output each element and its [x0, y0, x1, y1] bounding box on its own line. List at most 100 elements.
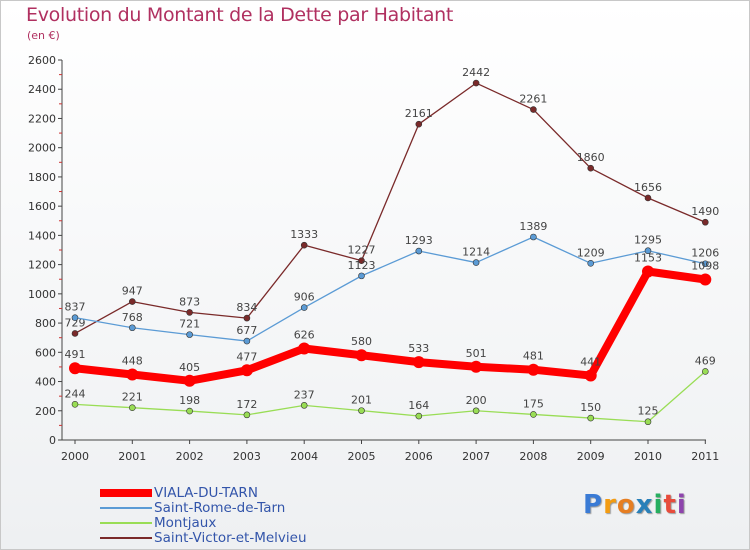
- data-label: 125: [638, 405, 659, 418]
- legend-item: Montjaux: [100, 515, 430, 531]
- y-tick-label: 600: [35, 346, 56, 359]
- data-label: 873: [179, 295, 200, 308]
- data-point: [587, 414, 595, 422]
- data-label: 834: [236, 301, 257, 314]
- logo-letter: P: [583, 490, 604, 520]
- y-tick-label: 400: [35, 376, 56, 389]
- data-label: 221: [122, 391, 143, 404]
- logo-letter: i: [653, 490, 664, 520]
- x-tick-label: 2010: [634, 450, 662, 463]
- data-point: [701, 260, 709, 268]
- logo-letter: r: [603, 490, 617, 520]
- data-point: [300, 402, 308, 409]
- y-tick-label: 1200: [28, 259, 56, 272]
- y-tick-label: 2600: [28, 54, 56, 67]
- data-label: 1098: [691, 260, 719, 273]
- y-tick-label: 1000: [28, 288, 56, 301]
- data-point: [71, 401, 79, 408]
- data-label: 721: [179, 318, 200, 331]
- data-label: 1206: [691, 247, 719, 260]
- data-point: [186, 407, 193, 415]
- data-label: 2261: [519, 93, 547, 106]
- data-label: 244: [65, 387, 86, 400]
- data-point: [415, 412, 423, 420]
- data-label: 501: [466, 347, 487, 360]
- data-point: [71, 330, 79, 337]
- data-point: [183, 374, 196, 387]
- legend-swatch: [100, 507, 152, 509]
- data-point: [644, 194, 652, 202]
- legend-item: Saint-Victor-et-Melvieu: [100, 530, 430, 546]
- data-label: 2442: [462, 66, 490, 79]
- data-point: [587, 259, 595, 267]
- logo-letter: t: [663, 490, 677, 520]
- data-label: 1227: [348, 244, 376, 257]
- data-point: [186, 331, 193, 338]
- x-tick-label: 2003: [233, 450, 261, 463]
- x-tick-label: 2001: [118, 450, 146, 463]
- y-tick-label: 0: [49, 434, 56, 447]
- data-point: [186, 309, 193, 316]
- legend-swatch: [100, 537, 152, 539]
- data-point: [243, 314, 251, 322]
- data-label: 768: [122, 311, 143, 324]
- data-label: 198: [179, 394, 200, 407]
- data-label: 150: [580, 401, 601, 414]
- data-point: [472, 259, 480, 266]
- data-label: 533: [408, 342, 429, 355]
- data-point: [412, 356, 425, 369]
- data-label: 1333: [290, 228, 318, 241]
- data-point: [530, 411, 537, 418]
- data-point: [644, 418, 652, 426]
- data-point: [300, 304, 308, 311]
- data-label: 2161: [405, 107, 433, 120]
- data-point: [355, 349, 368, 362]
- data-label: 1214: [462, 246, 490, 259]
- y-tick-label: 2400: [28, 83, 56, 96]
- data-point: [300, 241, 308, 249]
- data-label: 1656: [634, 181, 662, 194]
- legend-label: Saint-Victor-et-Melvieu: [154, 530, 307, 546]
- data-label: 175: [523, 397, 544, 410]
- data-point: [587, 164, 595, 172]
- data-label: 729: [65, 316, 86, 329]
- data-point: [298, 342, 311, 355]
- data-label: 677: [236, 324, 257, 337]
- data-point: [527, 363, 540, 376]
- legend-label: Saint-Rome-de-Tarn: [154, 500, 286, 516]
- y-tick-label: 2000: [28, 142, 56, 155]
- data-label: 1123: [348, 259, 376, 272]
- data-point: [699, 273, 712, 286]
- data-label: 626: [294, 329, 315, 342]
- data-point: [71, 314, 79, 321]
- data-point: [129, 324, 136, 332]
- series-line-viala-du-tarn: [74, 267, 706, 385]
- data-point: [240, 364, 253, 377]
- legend-swatch: [100, 489, 152, 497]
- logo-letter: o: [616, 490, 636, 520]
- y-tick-label: 1800: [28, 171, 56, 184]
- x-tick-label: 2002: [176, 450, 204, 463]
- data-label: 481: [523, 350, 544, 363]
- x-tick-label: 2011: [691, 450, 719, 463]
- x-tick-label: 2005: [348, 450, 376, 463]
- logo-letter: i: [676, 490, 687, 520]
- legend-item: Saint-Rome-de-Tarn: [100, 500, 430, 516]
- data-point: [701, 218, 709, 226]
- data-point: [358, 407, 365, 414]
- legend-label: VIALA-DU-TARN: [154, 485, 258, 501]
- data-point: [530, 106, 537, 113]
- x-tick-label: 2000: [61, 450, 89, 463]
- data-label: 1295: [634, 234, 662, 247]
- data-point: [415, 247, 423, 255]
- data-point: [642, 265, 654, 278]
- legend-label: Montjaux: [154, 515, 217, 531]
- data-label: 1153: [634, 251, 662, 264]
- data-point: [69, 362, 81, 375]
- data-label: 1860: [577, 151, 605, 164]
- y-tick-label: 2200: [28, 112, 56, 125]
- data-point: [701, 368, 709, 375]
- data-point: [358, 272, 365, 280]
